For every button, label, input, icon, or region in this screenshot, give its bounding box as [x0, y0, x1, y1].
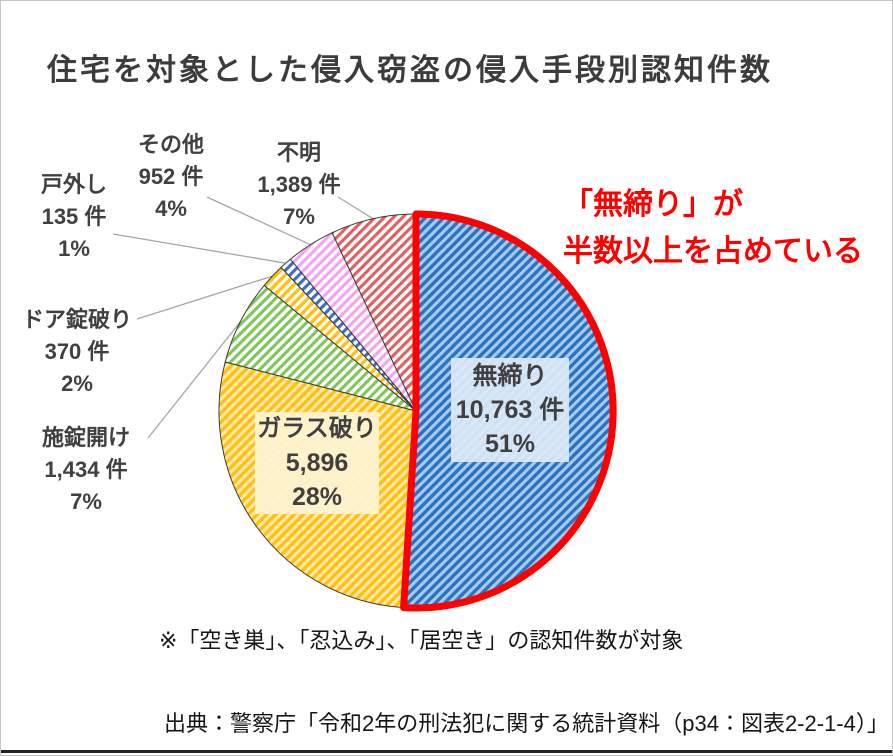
leader-line-other: [206, 196, 311, 246]
slice-percent: 7%: [283, 204, 315, 229]
emphasis-annotation: 「無締り」が 半数以上を占めている: [563, 181, 892, 275]
pie-label-door-lock-breaking: ドア錠破り 370 件 2%: [7, 304, 147, 400]
footnote: ※「空き巣」、「忍込み」、「居空き」の認知件数が対象: [159, 628, 684, 653]
slice-value: 952 件: [138, 164, 204, 189]
leader-line-unknown: [337, 196, 374, 220]
slice-percent: 4%: [155, 196, 187, 221]
slice-name: 不明: [276, 140, 321, 165]
annotation-line2: 半数以上を占めている: [563, 235, 863, 268]
slice-name: 無締り: [472, 362, 548, 390]
slice-name: 戸外し: [40, 172, 107, 197]
emphasis-outline-unlocked: [400, 210, 617, 612]
slice-name: その他: [137, 132, 204, 157]
leader-line-lock-picking: [147, 321, 242, 439]
pie-label-unknown: 不明 1,389 件 7%: [239, 137, 359, 233]
slice-percent: 2%: [61, 371, 93, 396]
slice-value: 5,896: [285, 449, 349, 477]
slice-value: 10,763 件: [455, 396, 565, 424]
slice-value: 135 件: [41, 204, 107, 229]
slice-value: 370 件: [44, 339, 110, 364]
slice-value: 1,389 件: [257, 172, 341, 197]
slice-percent: 7%: [70, 489, 102, 514]
slice-percent: 28%: [291, 483, 343, 511]
slice-percent: 51%: [484, 430, 536, 458]
bottom-divider: [1, 750, 892, 753]
pie-label-lock-picking: 施錠開け 1,434 件 7%: [11, 422, 161, 518]
pie-label-door-removal: 戸外し 135 件 1%: [14, 169, 134, 265]
leader-lines: [112, 196, 374, 439]
slice-value: 1,434 件: [44, 457, 128, 482]
slice-percent: 1%: [58, 236, 90, 261]
emphasis-outline: [400, 210, 617, 612]
leader-line-door-removal: [112, 233, 286, 264]
pie-label-unlocked: 無締り 10,763 件 51%: [451, 358, 569, 462]
pie-label-other: その他 952 件 4%: [111, 129, 231, 225]
slice-name: 施錠開け: [41, 425, 130, 450]
pie-label-glass-breaking: ガラス破り 5,896 28%: [255, 412, 379, 514]
annotation-line1: 「無締り」が: [563, 188, 743, 221]
slice-name: ガラス破り: [257, 415, 377, 442]
chart-title: 住宅を対象とした侵入窃盗の侵入手段別認知件数: [47, 54, 773, 87]
source-citation: 出典：警察庁「令和2年の刑法犯に関する統計資料（p34：図表2-2-1-4）」: [164, 711, 889, 736]
slice-name: ドア錠破り: [21, 307, 132, 332]
leader-line-door-lock-breaking: [136, 275, 273, 320]
